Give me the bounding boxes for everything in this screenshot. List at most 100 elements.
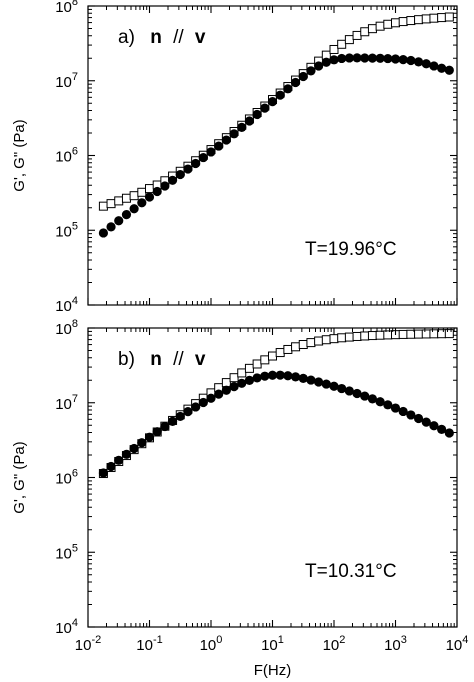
panel-a-open-square-point	[414, 15, 424, 25]
panel-b-open-square-point	[314, 336, 324, 346]
panel-a-ytick-label: 107	[55, 71, 78, 91]
panel-a-filled-circle-point	[137, 198, 147, 208]
panel-a-filled-circle-point	[267, 97, 278, 107]
panel-a-filled-circle-point	[214, 141, 224, 151]
panel-b-open-square-point	[344, 332, 354, 342]
panel-a-filled-circle-point	[321, 57, 331, 67]
panel-b-filled-circle-point	[183, 407, 193, 417]
panel-a-filled-circle-point	[329, 55, 339, 65]
ytick-base: 10	[55, 471, 72, 488]
ytick-exponent: 8	[72, 0, 78, 8]
panel-a-open-square-point	[383, 19, 393, 29]
panel-a-filled-circle-point	[360, 53, 370, 63]
panel-a-filled-circle-point	[191, 158, 201, 169]
ytick-exponent: 6	[72, 146, 78, 158]
panel-b-filled-circle-point	[198, 397, 208, 408]
panel-b-ytick-label: 104	[55, 617, 78, 637]
panel-a-open-square-point	[121, 193, 131, 203]
panel-a-marks	[98, 12, 454, 238]
panel-b-label: b) n // v	[118, 349, 206, 370]
panel-b-filled-circle-point	[237, 378, 247, 388]
panel-b-open-square-point	[291, 342, 301, 352]
panel-b-filled-circle-point	[229, 382, 239, 392]
panel-a-filled-circle-point	[406, 55, 416, 66]
panel-b-filled-circle-point	[367, 394, 378, 404]
ytick-exponent: 7	[72, 393, 78, 405]
ytick-exponent: 8	[72, 318, 78, 330]
panel-b-filled-circle-point	[344, 386, 354, 396]
panel-a-filled-circle-point	[429, 61, 439, 71]
panel-a-open-square-point	[106, 199, 116, 209]
panel-a-filled-circle-point	[221, 135, 231, 145]
panel-a-open-square-point	[421, 14, 431, 24]
panel-b-filled-circle-point	[221, 385, 231, 395]
panel-a-filled-circle-point	[290, 77, 301, 88]
panel-b-xtick-label: 10-2	[75, 634, 101, 654]
panel-a-filled-circle-point	[198, 152, 208, 163]
panel-a-filled-circle-point	[129, 204, 139, 214]
panel-b-filled-circle-point	[137, 438, 147, 448]
panel-b-open-square-point	[306, 338, 316, 348]
ytick-base: 10	[55, 149, 72, 166]
panel-b-open-square-point	[375, 330, 385, 340]
panel-b-open-square-point	[352, 331, 362, 341]
panel-b-ytick-label: 106	[55, 468, 78, 488]
panel-a-filled-circle-point	[175, 169, 185, 180]
xtick-base: 10	[75, 637, 92, 654]
panel-b-filled-circle-point	[306, 375, 316, 385]
panel-b-filled-circle-point	[314, 377, 324, 387]
panel-b-filled-circle-point	[175, 411, 185, 422]
panel-a-ytick-label: 108	[55, 0, 78, 16]
panel-b-open-square-point	[268, 351, 277, 361]
panel-b-filled-circle-point	[121, 449, 132, 459]
panel-b-open-square-point	[429, 329, 439, 339]
panel-a-filled-circle-point	[344, 53, 354, 63]
xtick-exponent: 1	[278, 634, 284, 646]
panel-b-xtick-label: 10-1	[136, 634, 162, 654]
ytick-base: 10	[55, 396, 72, 413]
panel-b-open-square-point	[237, 368, 247, 378]
panel-a-letter: a)	[118, 27, 135, 48]
panel-a-filled-circle-point	[237, 122, 247, 133]
xtick-base: 10	[323, 637, 340, 654]
ytick-exponent: 7	[72, 71, 78, 83]
panel-a-filled-circle-point	[106, 222, 116, 232]
panel-a-open-square-point	[98, 201, 108, 211]
xtick-exponent: 3	[401, 634, 407, 646]
xtick-base: 10	[261, 637, 278, 654]
panel-a-filled-circle-point	[152, 186, 162, 197]
panel-a-open-square-point	[406, 16, 416, 26]
panel-a-filled-circle-point	[283, 84, 293, 94]
panel-a-open-square-point	[367, 24, 377, 34]
panel-a-orient-v: v	[195, 27, 206, 48]
panel-b-open-square-point	[337, 333, 347, 343]
panel-a-filled-circle-point	[114, 216, 124, 226]
panel-a-filled-circle-point	[437, 63, 447, 73]
xtick-base: 10	[200, 637, 217, 654]
panel-a-filled-circle-point	[206, 147, 216, 157]
panel-b-filled-circle-point	[398, 406, 408, 417]
panel-b-filled-circle-point	[413, 413, 424, 424]
panel-a-filled-circle-point	[160, 181, 170, 191]
panel-a-filled-circle-point	[421, 59, 431, 69]
panel-a-orient-sep: //	[173, 27, 184, 48]
panel-a-ytick-label: 105	[55, 220, 78, 240]
panel-b-filled-circle-point	[114, 455, 124, 465]
panel-b-filled-circle-point	[337, 383, 347, 394]
panel-b-open-square-point	[414, 329, 424, 339]
panel-b-filled-circle-point	[267, 370, 278, 380]
panel-b-xtick-label: 103	[384, 634, 407, 654]
panel-b-filled-circle-point	[283, 371, 293, 381]
panel-b-filled-circle-point	[244, 375, 255, 385]
panel-b-open-square-point	[260, 355, 270, 365]
ytick-base: 10	[55, 0, 72, 16]
panel-a-filled-circle-point	[167, 175, 178, 185]
panel-b-filled-circle-point	[444, 428, 454, 438]
panel-a-label: a) n // v	[118, 27, 206, 48]
panel-b-filled-circle-point	[329, 381, 339, 391]
ytick-base: 10	[55, 223, 72, 240]
panel-a-open-square-point	[114, 196, 124, 206]
panel-a-open-square-point	[352, 30, 362, 40]
